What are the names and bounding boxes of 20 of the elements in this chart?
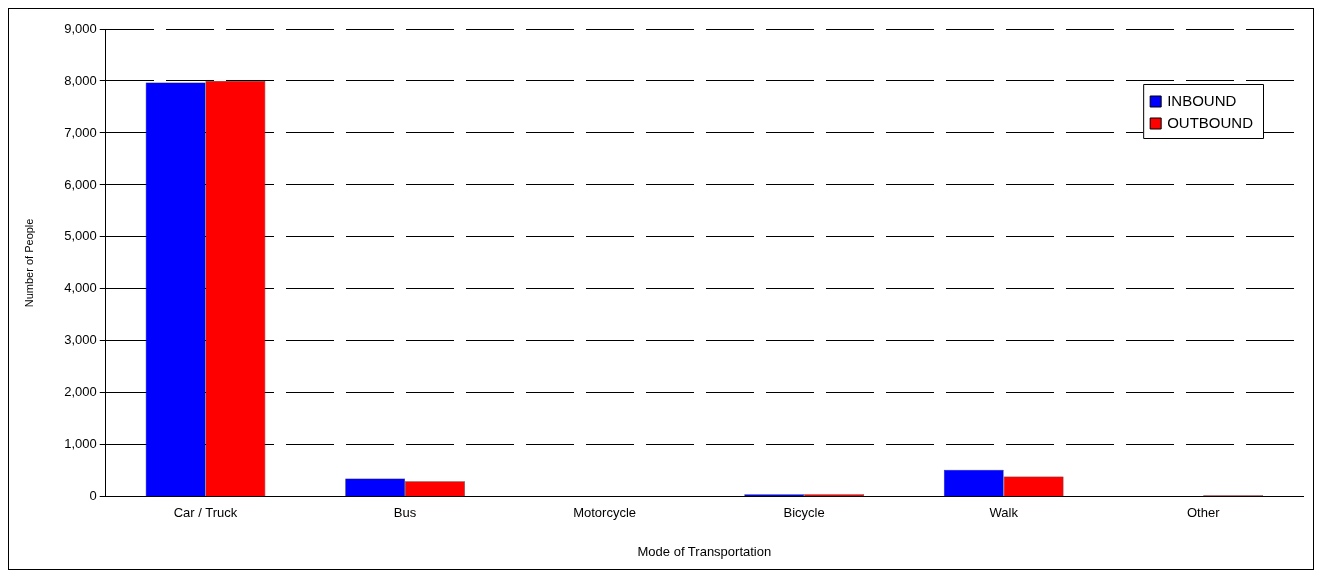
y-axis-title: Number of People xyxy=(22,218,35,308)
legend-label: INBOUND xyxy=(1167,92,1237,110)
y-tick-label: 3,000 xyxy=(64,332,97,348)
y-tick-label: 6,000 xyxy=(64,176,97,192)
x-axis-title: Mode of Transportation xyxy=(637,543,772,559)
y-tick-label: 4,000 xyxy=(64,280,97,296)
y-tick-label: 5,000 xyxy=(64,228,97,244)
x-tick-label: Walk xyxy=(989,505,1019,521)
y-tick-label: 1,000 xyxy=(64,436,97,452)
y-tick-label: 9,000 xyxy=(64,20,97,36)
x-tick-label: Bus xyxy=(393,505,417,521)
y-tick-label: 2,000 xyxy=(64,384,97,400)
y-tick-label: 8,000 xyxy=(64,72,97,88)
y-tick-label: 7,000 xyxy=(64,124,97,140)
x-tick-label: Motorcycle xyxy=(573,505,637,521)
legend-label: OUTBOUND xyxy=(1167,114,1254,132)
x-tick-label: Other xyxy=(1186,505,1221,521)
y-tick-label: 0 xyxy=(89,488,97,504)
x-tick-label: Car / Truck xyxy=(173,505,238,521)
x-tick-label: Bicycle xyxy=(783,505,825,521)
